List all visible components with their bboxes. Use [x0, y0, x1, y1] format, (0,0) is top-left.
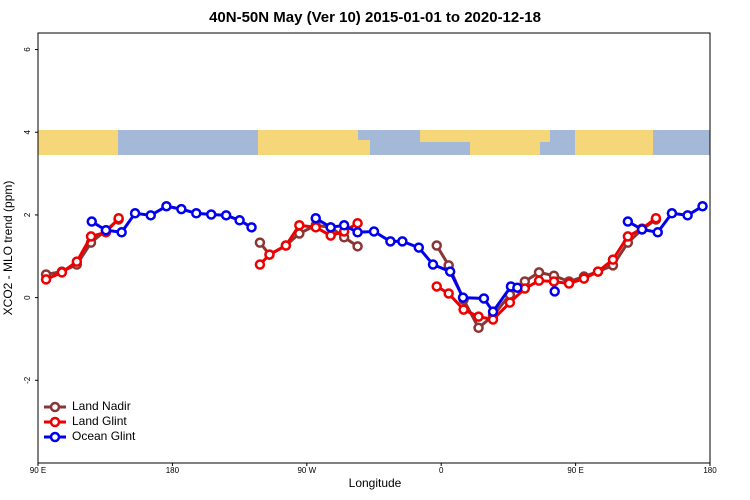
- point: [592, 266, 604, 277]
- point: [697, 200, 708, 212]
- point: [478, 293, 490, 304]
- y-tick-label: 0: [23, 295, 32, 300]
- plot-frame: [37, 32, 711, 464]
- chart-title: 40N-50N May (Ver 10) 2015-01-01 to 2020-…: [209, 9, 541, 26]
- y-tick-label: 2: [23, 212, 32, 217]
- point: [56, 267, 68, 278]
- point: [458, 304, 469, 315]
- y-tick-label: 6: [23, 47, 32, 52]
- x-axis-label: Longitude: [349, 476, 402, 490]
- x-tick-label: 180: [166, 466, 180, 475]
- point: [443, 288, 454, 299]
- point: [254, 237, 266, 248]
- point: [352, 241, 363, 252]
- x-tick-label: 90 W: [297, 466, 316, 475]
- point: [71, 256, 83, 267]
- point: [129, 208, 141, 219]
- legend-label: Ocean Glint: [72, 429, 136, 443]
- y-axis-label: XCO2 - MLO trend (ppm): [1, 181, 15, 316]
- point: [280, 240, 292, 251]
- point: [652, 227, 663, 238]
- point: [310, 212, 322, 224]
- point: [512, 282, 523, 293]
- x-tick-label: 90 E: [30, 466, 46, 475]
- point: [310, 222, 322, 233]
- y-tick-label: 4: [23, 129, 32, 134]
- point: [205, 209, 217, 220]
- series-line: [45, 217, 657, 322]
- point: [325, 230, 336, 241]
- point: [397, 236, 408, 247]
- point: [325, 222, 336, 233]
- point: [85, 231, 97, 242]
- point: [413, 242, 425, 253]
- point: [368, 226, 380, 237]
- point: [533, 267, 545, 278]
- point: [145, 210, 156, 221]
- point: [161, 200, 172, 212]
- x-tick-label: 0: [439, 466, 444, 475]
- point: [352, 227, 363, 238]
- point: [607, 254, 619, 265]
- point: [40, 274, 52, 285]
- point: [533, 275, 545, 286]
- legend-marker: [49, 401, 61, 413]
- legend-marker: [49, 431, 61, 443]
- point: [666, 208, 678, 219]
- point: [431, 281, 442, 292]
- point: [385, 236, 396, 247]
- point: [504, 297, 516, 308]
- point: [636, 224, 648, 235]
- point: [682, 210, 693, 221]
- point: [473, 322, 484, 334]
- point: [116, 227, 127, 238]
- point: [563, 278, 575, 289]
- point: [294, 220, 305, 231]
- point: [352, 217, 363, 229]
- point: [234, 215, 245, 226]
- point: [338, 220, 350, 231]
- point: [548, 276, 560, 287]
- point: [622, 216, 634, 227]
- point: [100, 224, 112, 236]
- legend-label: Land Nadir: [72, 399, 131, 413]
- point: [176, 203, 187, 215]
- point: [650, 212, 662, 224]
- point: [254, 259, 266, 270]
- point: [220, 210, 232, 221]
- map-band: [38, 130, 710, 155]
- point: [444, 266, 456, 277]
- x-tick-label: 180: [703, 466, 717, 475]
- point: [431, 240, 442, 251]
- x-tick-label: 90 E: [567, 466, 583, 475]
- point: [549, 286, 560, 297]
- point: [487, 306, 499, 317]
- point: [427, 259, 439, 270]
- point: [457, 292, 469, 303]
- point: [86, 216, 98, 227]
- legend-label: Land Glint: [72, 414, 127, 428]
- legend-marker: [49, 416, 61, 428]
- point: [246, 222, 257, 233]
- point: [473, 311, 484, 322]
- point: [578, 273, 590, 284]
- point: [113, 212, 124, 224]
- y-tick-label: -2: [23, 376, 32, 384]
- point: [191, 208, 202, 219]
- series-line: [45, 218, 657, 331]
- point: [264, 249, 275, 260]
- point: [622, 231, 634, 242]
